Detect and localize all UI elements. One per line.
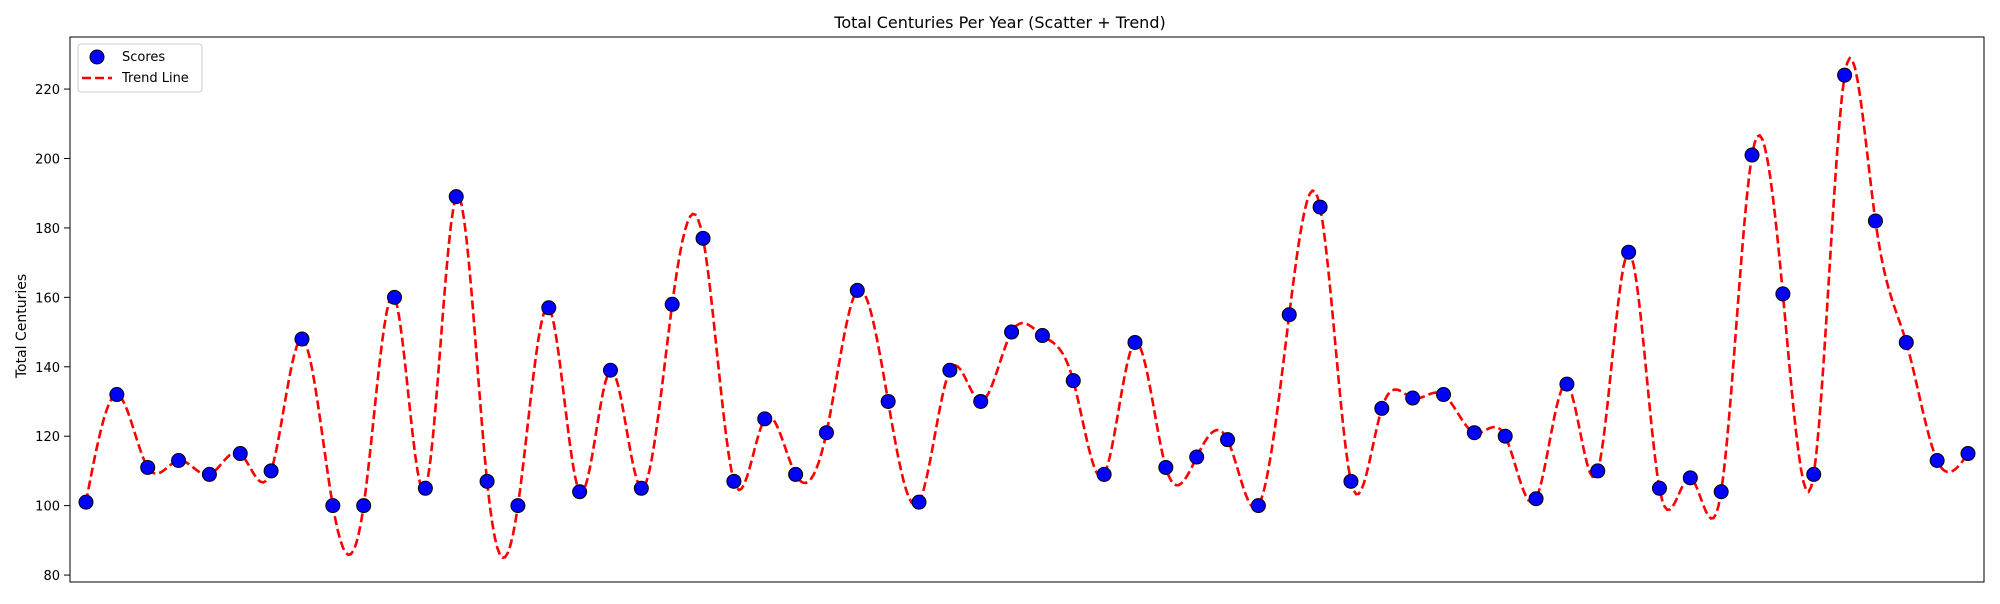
scatter-point (788, 466, 804, 482)
scatter-point (1343, 473, 1359, 489)
scatter-point (911, 494, 927, 510)
scatter-point (1004, 324, 1020, 340)
y-tick-label: 160 (35, 291, 60, 306)
scatter-point (726, 473, 742, 489)
scatter-point (541, 300, 557, 316)
scatter-point (1189, 449, 1205, 465)
scatter-point (1466, 425, 1482, 441)
legend-box (77, 43, 203, 93)
scatter-point (1775, 286, 1791, 302)
scatter-point (1682, 470, 1698, 486)
trend-line (84, 56, 1970, 560)
scatter-point (1621, 244, 1637, 260)
scatter-point (417, 480, 433, 496)
scatter-point (1158, 459, 1174, 475)
scatter-point (1312, 199, 1328, 215)
scatter-point (479, 473, 495, 489)
scatter-point (1837, 67, 1853, 83)
scatter-point (171, 453, 187, 468)
y-tick-label: 180 (35, 222, 60, 237)
scatter-point (1127, 334, 1143, 350)
scatter-point (510, 498, 526, 514)
legend-label-scores: Scores (122, 50, 165, 65)
scatter-point (1929, 453, 1945, 468)
scatter-point (1806, 466, 1822, 482)
scatter-point (109, 387, 125, 403)
scatter-point (140, 459, 156, 475)
scatter-point (1960, 446, 1976, 462)
scatter-point (880, 393, 896, 409)
scatter-point (849, 282, 865, 298)
chart-title: Total Centuries Per Year (Scatter + Tren… (833, 13, 1165, 32)
scatter-point (1281, 307, 1297, 323)
scatter-point (232, 446, 248, 462)
scatter-point (1405, 390, 1421, 406)
scatter-point (325, 498, 341, 514)
scatter-point (1713, 484, 1729, 500)
legend-marker-scores (89, 49, 105, 65)
scatter-point (695, 230, 711, 246)
scatter-point (1436, 387, 1452, 403)
plot-frame (69, 36, 1985, 583)
y-axis-label: Total Centuries (14, 274, 30, 379)
scatter-point (1559, 376, 1575, 392)
scatter-point (1898, 334, 1914, 350)
scatter-point (78, 494, 94, 510)
scatter-point (664, 296, 680, 312)
scatter-point (633, 480, 649, 496)
scatter-point (1744, 147, 1760, 163)
y-tick-label: 200 (35, 152, 60, 167)
y-tick-label: 100 (35, 500, 60, 515)
scatter-point (1497, 428, 1513, 444)
scatter-point (263, 463, 279, 479)
scatter-point (1528, 491, 1544, 507)
scatter-point (973, 393, 989, 409)
scatter-point (294, 331, 310, 347)
legend-label-trend: Trend Line (121, 71, 189, 86)
scatter-point (757, 411, 773, 427)
scatter-point (942, 362, 958, 378)
scatter-point (1220, 432, 1236, 448)
y-tick-label: 120 (35, 430, 60, 445)
scatter-point (1096, 466, 1112, 482)
y-tick-label: 140 (35, 361, 60, 376)
y-axis-ticks: 80 100 120 140 160 180 200 220 (35, 83, 70, 584)
scatter-point (572, 484, 588, 500)
y-tick-label: 220 (35, 83, 60, 98)
scatter-point (602, 362, 618, 378)
scatter-points (78, 67, 1976, 514)
scatter-point (448, 189, 464, 205)
scatter-point (1250, 498, 1266, 514)
legend: Scores Trend Line (77, 43, 203, 93)
scatter-point (1034, 328, 1050, 344)
y-tick-label: 80 (43, 569, 60, 584)
scatter-point (201, 466, 217, 482)
scatter-point (818, 425, 834, 441)
scatter-point (1867, 213, 1883, 229)
scatter-point (1590, 463, 1606, 479)
scatter-point (1651, 480, 1667, 496)
scatter-point (1065, 373, 1081, 389)
scatter-point (1374, 400, 1390, 416)
scatter-point (356, 498, 372, 514)
scatter-point (387, 289, 403, 305)
